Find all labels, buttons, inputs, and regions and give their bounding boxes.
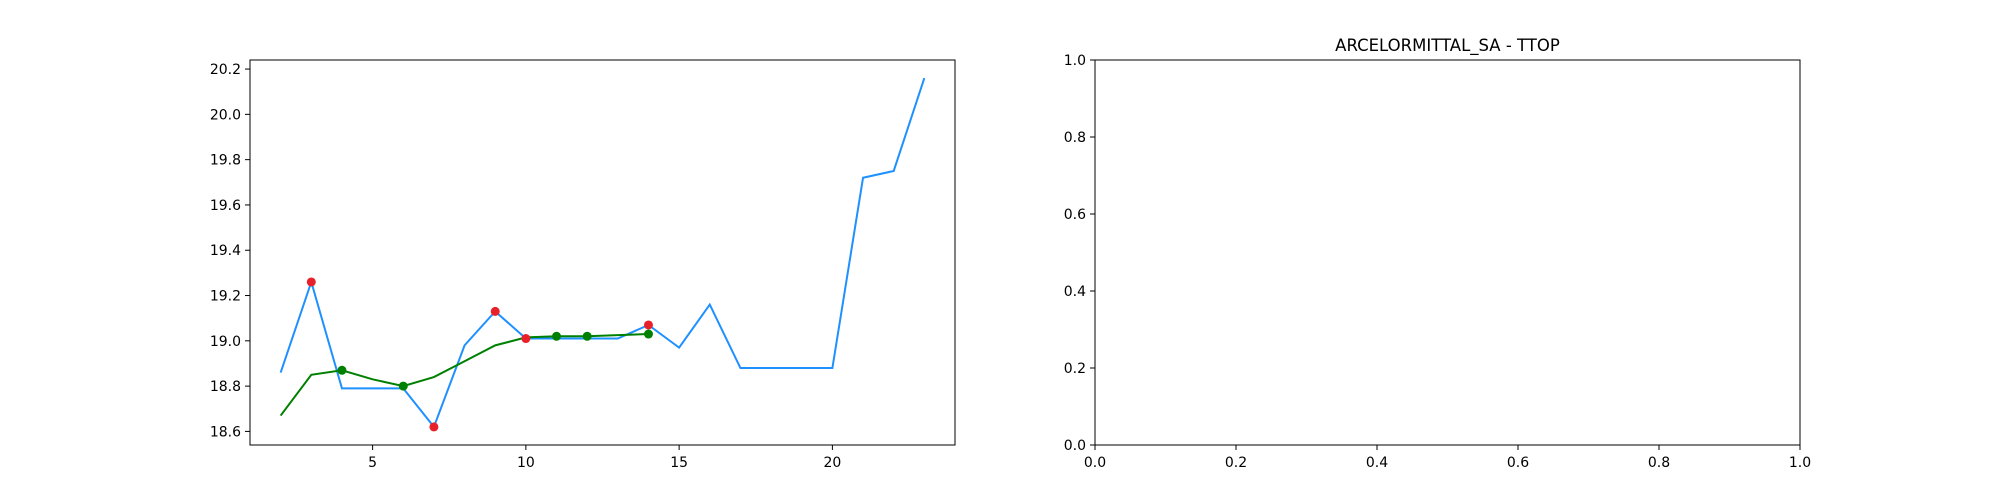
- y-tick-label: 0.0: [1064, 438, 1086, 454]
- x-tick-label: 1.0: [1789, 455, 1811, 471]
- y-tick-label: 19.8: [210, 153, 241, 169]
- x-tick-label: 0.0: [1084, 455, 1106, 471]
- green-marker-point: [582, 331, 592, 341]
- red-marker-point: [521, 334, 531, 344]
- price-line: [279, 77, 926, 429]
- y-tick-label: 0.2: [1064, 361, 1086, 377]
- x-tick-label: 0.8: [1648, 455, 1670, 471]
- left-axes-frame: [249, 59, 956, 446]
- green-marker-point: [643, 329, 653, 339]
- green-marker-point: [398, 381, 408, 391]
- red-marker-point: [429, 422, 439, 432]
- red-marker-point: [306, 277, 316, 287]
- x-tick-label: 0.6: [1507, 455, 1529, 471]
- y-tick-label: 20.0: [210, 107, 241, 123]
- left-plot-area: [279, 77, 926, 432]
- y-tick-label: 0.8: [1064, 130, 1086, 146]
- right-x-axis: 0.0 0.2 0.4 0.6 0.8 1.0: [1084, 445, 1811, 471]
- y-tick-label: 0.4: [1064, 284, 1086, 300]
- green-marker-point: [552, 331, 562, 341]
- red-marker-point: [490, 306, 500, 316]
- y-tick-label: 0.6: [1064, 207, 1086, 223]
- y-tick-label: 19.4: [210, 243, 241, 259]
- right-empty-chart: ARCELORMITTAL_SA - TTOP 0.0 0.2 0.4 0.6 0.8 1…: [1064, 36, 1811, 471]
- y-tick-label: 18.6: [210, 424, 241, 440]
- right-y-axis: 0.0 0.2 0.4 0.6 0.8 1.0: [1064, 53, 1095, 454]
- red-marker-point: [643, 320, 653, 330]
- left-x-axis: 5 10 15 20: [368, 445, 841, 471]
- y-tick-label: 19.2: [210, 289, 241, 305]
- y-tick-label: 19.0: [210, 334, 241, 350]
- x-tick-label: 5: [368, 455, 377, 471]
- right-chart-title: ARCELORMITTAL_SA - TTOP: [1335, 36, 1560, 56]
- x-tick-label: 10: [517, 455, 535, 471]
- right-axes-frame: [1094, 59, 1801, 446]
- y-tick-label: 1.0: [1064, 53, 1086, 69]
- y-tick-label: 18.8: [210, 379, 241, 395]
- green-marker-point: [337, 365, 347, 375]
- x-tick-label: 0.2: [1225, 455, 1247, 471]
- x-tick-label: 20: [823, 455, 841, 471]
- x-tick-label: 15: [670, 455, 688, 471]
- y-tick-label: 20.2: [210, 62, 241, 78]
- left-y-axis: 18.6 18.8 19.0 19.2 19.4 19.6 19.8 20.0 20.2: [210, 62, 250, 440]
- y-tick-label: 19.6: [210, 198, 241, 214]
- left-price-chart: 18.6 18.8 19.0 19.2 19.4 19.6 19.8 20.0 20.2 5 10…: [210, 59, 956, 471]
- x-tick-label: 0.4: [1366, 455, 1388, 471]
